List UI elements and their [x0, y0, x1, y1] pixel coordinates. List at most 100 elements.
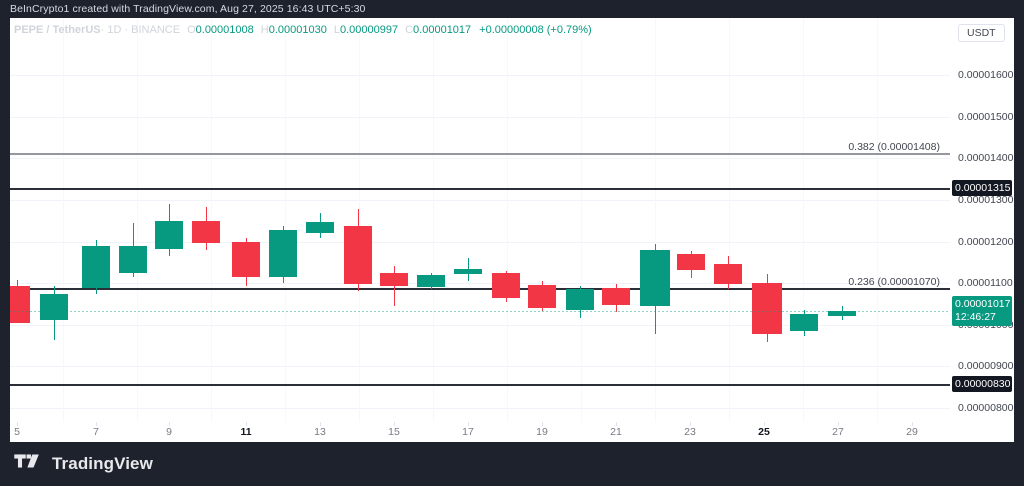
- support-line[interactable]: [10, 384, 950, 386]
- candle-body: [752, 283, 782, 334]
- chart-legend: PEPE / TetherUS · 1D · BINANCE O0.000010…: [14, 24, 592, 36]
- open-label: O: [187, 24, 196, 36]
- horizontal-gridline: [10, 75, 950, 76]
- candle-body: [566, 289, 594, 310]
- candle-body: [828, 311, 856, 316]
- symbol-meta: · 1D · BINANCE: [100, 24, 181, 36]
- high-value: 0.00001030: [268, 24, 327, 36]
- time-axis-tickmark: [96, 422, 97, 426]
- time-axis-tickmark: [17, 422, 18, 426]
- horizontal-gridline: [10, 158, 950, 159]
- candle-body: [714, 264, 742, 284]
- candle-body: [528, 285, 556, 308]
- time-axis-tickmark: [616, 422, 617, 426]
- time-axis-tick: 5: [14, 426, 20, 438]
- horizontal-gridline: [10, 325, 950, 326]
- price-axis-tick: 0.00000900: [958, 360, 1014, 372]
- candle-body: [454, 269, 482, 274]
- candle-body: [232, 242, 260, 277]
- price-axis-tick: 0.00000800: [958, 402, 1014, 414]
- ohlc-low: L0.00000997: [334, 24, 398, 36]
- time-axis-tick: 9: [166, 426, 172, 438]
- candle-body: [417, 275, 445, 287]
- chart-plot-area[interactable]: 0.382 (0.00001408) 0.236 (0.00001070): [10, 18, 950, 422]
- time-axis-tickmark: [320, 422, 321, 426]
- fib-236-line[interactable]: [10, 288, 950, 290]
- tradingview-mark-icon: [14, 452, 44, 475]
- horizontal-gridline: [10, 366, 950, 367]
- time-axis[interactable]: 5 7 9 11 13 15 17 19 21 23 25 27 29: [10, 422, 1014, 442]
- time-axis-tickmark: [246, 422, 247, 426]
- time-axis-tick: 19: [536, 426, 548, 438]
- time-axis-tick: 7: [93, 426, 99, 438]
- ohlc-open: O0.00001008: [187, 24, 254, 36]
- candle-body: [380, 273, 408, 286]
- price-axis[interactable]: USDT 0.00001600 0.00001500 0.00001400 0.000…: [950, 18, 1014, 422]
- candle-body: [344, 226, 372, 284]
- price-axis-tick: 0.00001400: [958, 152, 1014, 164]
- time-axis-tickmark: [838, 422, 839, 426]
- vertical-gridline: [803, 18, 804, 422]
- support-level-badge[interactable]: 0.00000830: [952, 376, 1012, 392]
- low-label: L: [333, 24, 340, 36]
- current-price-line: [10, 311, 950, 312]
- fib-382-line-label: 0.382 (0.00001408): [848, 141, 940, 153]
- candle-body: [640, 250, 670, 306]
- candle-body: [82, 246, 110, 288]
- current-price-badge[interactable]: 0.00001017 12:46:27: [952, 296, 1012, 326]
- vertical-gridline: [285, 18, 286, 422]
- horizontal-gridline: [10, 283, 950, 284]
- candle-body: [192, 221, 220, 243]
- chart-frame: 0.382 (0.00001408) 0.236 (0.00001070) USD…: [10, 18, 1014, 442]
- time-axis-tickmark: [169, 422, 170, 426]
- symbol-name[interactable]: PEPE / TetherUS: [14, 24, 101, 36]
- candle-wick: [394, 266, 395, 306]
- horizontal-gridline: [10, 408, 950, 409]
- price-axis-tick: 0.00001300: [958, 194, 1014, 206]
- time-axis-tick: 29: [906, 426, 918, 438]
- vertical-gridline: [211, 18, 212, 422]
- close-value: 0.00001017: [413, 24, 472, 36]
- time-axis-tick: 25: [758, 426, 770, 438]
- candle-body: [155, 221, 183, 249]
- vertical-gridline: [359, 18, 360, 422]
- vertical-gridline: [729, 18, 730, 422]
- low-value: 0.00000997: [339, 24, 399, 36]
- horizontal-gridline: [10, 200, 950, 201]
- horizontal-gridline: [10, 117, 950, 118]
- time-axis-tickmark: [394, 422, 395, 426]
- vertical-gridline: [63, 18, 64, 422]
- vertical-gridline: [507, 18, 508, 422]
- price-axis-tick: 0.00001600: [958, 69, 1014, 81]
- time-axis-tickmark: [912, 422, 913, 426]
- time-axis-tickmark: [764, 422, 765, 426]
- time-axis-tick: 15: [388, 426, 400, 438]
- high-label: H: [260, 24, 269, 36]
- vertical-gridline: [137, 18, 138, 422]
- price-axis-tick: 0.00001200: [958, 236, 1014, 248]
- vertical-gridline: [655, 18, 656, 422]
- tradingview-logo[interactable]: TradingView: [14, 452, 153, 475]
- candle-body: [602, 288, 630, 305]
- price-axis-tick: 0.00001500: [958, 111, 1014, 123]
- time-axis-tick: 17: [462, 426, 474, 438]
- fib-382-line[interactable]: [10, 153, 950, 155]
- time-axis-tick: 11: [240, 426, 252, 438]
- time-axis-tickmark: [690, 422, 691, 426]
- currency-unit-chip: USDT: [958, 24, 1005, 42]
- vertical-gridline: [581, 18, 582, 422]
- price-axis-tick: 0.00001100: [958, 277, 1013, 289]
- candle-body: [492, 273, 520, 298]
- current-price-value: 0.00001017: [955, 298, 1011, 310]
- candle-body: [677, 254, 705, 270]
- candle-body: [790, 314, 818, 331]
- time-axis-tick: 21: [610, 426, 622, 438]
- vertical-gridline: [433, 18, 434, 422]
- time-axis-tick: 23: [684, 426, 696, 438]
- close-label: C: [405, 24, 414, 36]
- time-axis-tickmark: [542, 422, 543, 426]
- candle-body: [40, 294, 68, 320]
- resistance-level-badge[interactable]: 0.00001315: [952, 180, 1012, 196]
- resistance-line[interactable]: [10, 188, 950, 190]
